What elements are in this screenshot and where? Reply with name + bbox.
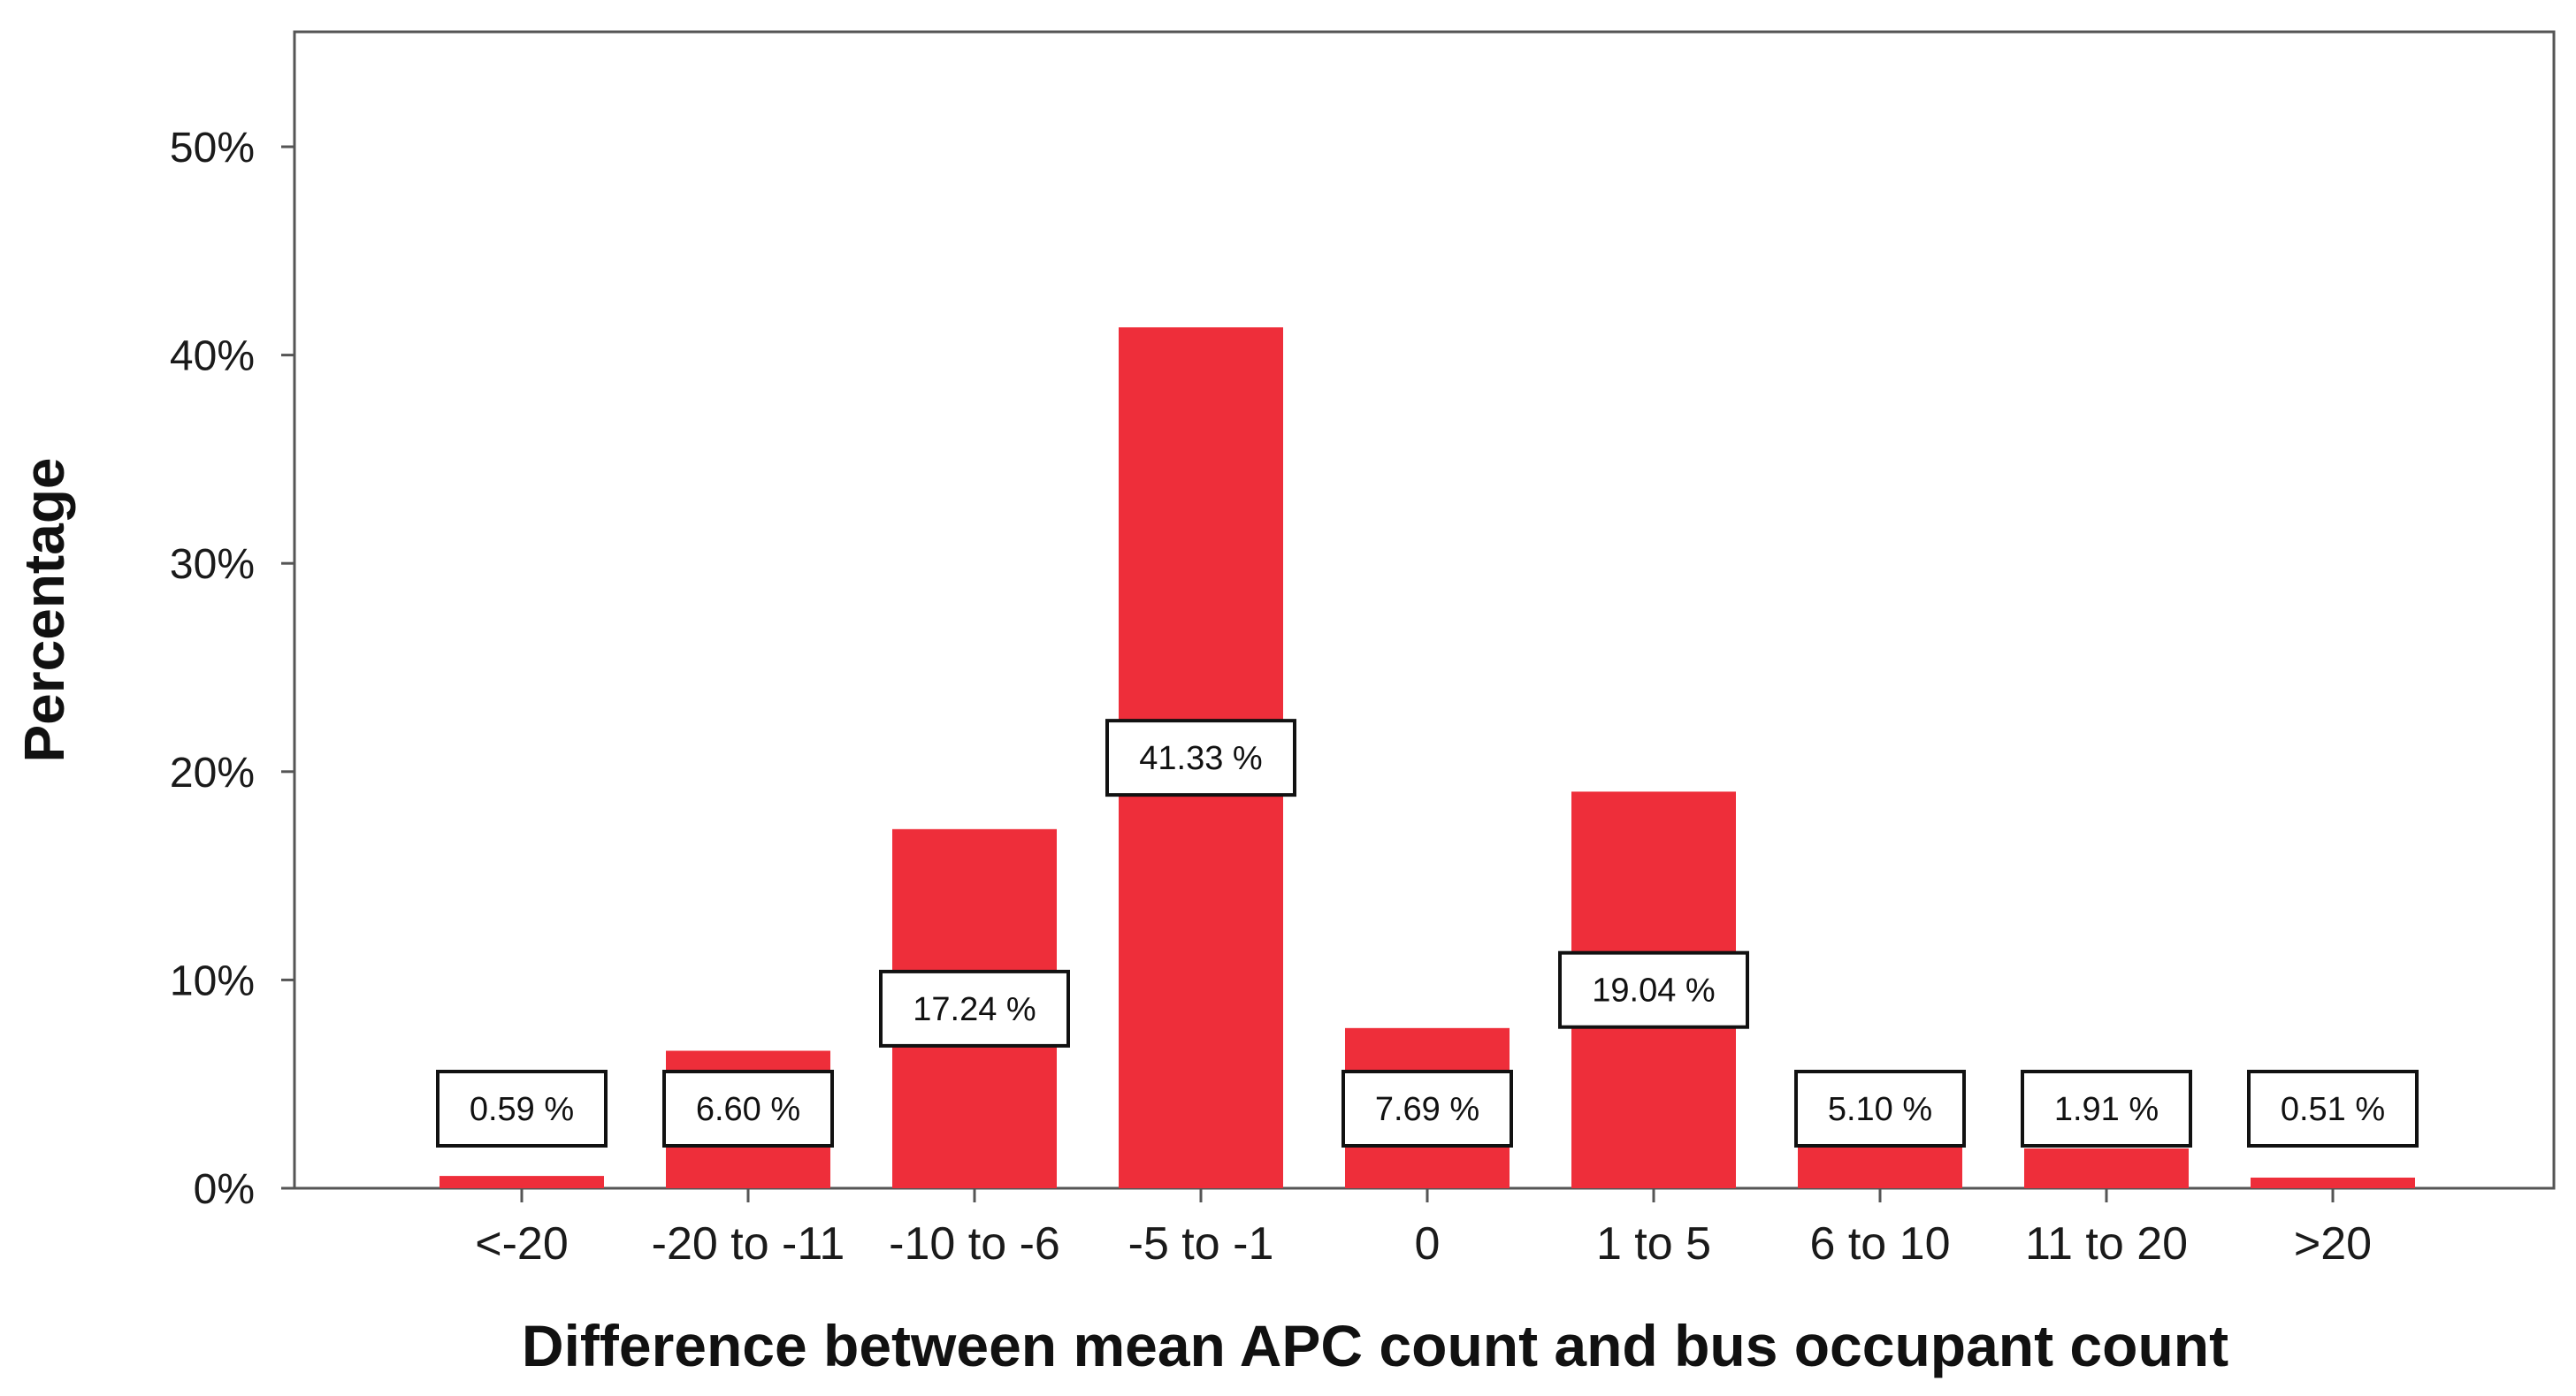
y-tick-label: 30% [170,541,255,588]
y-axis: 0% 10% 20% 30% 40% 50% [170,125,294,1213]
y-tick-label: 0% [194,1166,255,1213]
x-category-label: -10 to -6 [889,1218,1060,1270]
data-label: 41.33 % [1139,740,1262,777]
x-category-label: -20 to -11 [652,1218,845,1270]
data-label-box [662,1070,834,1148]
y-axis-title: Percentage [12,457,76,762]
data-labels: 0.59 % 6.60 % 17.24 % 41.33 % 7.69 % 19.04 % 5… [436,719,2419,1148]
data-label-box [1105,719,1296,797]
data-label: 6.60 % [696,1091,800,1128]
data-label: 0.59 % [470,1091,574,1128]
data-label-box [2021,1070,2192,1148]
y-tick-label: 20% [170,750,255,797]
x-category-label: -5 to -1 [1128,1218,1274,1270]
bar [2024,1148,2189,1188]
data-label-box [1342,1070,1513,1148]
data-label-box [1794,1070,1966,1148]
data-label-box [2247,1070,2419,1148]
x-category-label: 1 to 5 [1596,1218,1711,1270]
data-label-box [1558,950,1749,1029]
bar-series [440,327,2415,1188]
x-category-label: 6 to 10 [1809,1218,1950,1270]
data-label-box [436,1070,608,1148]
x-category-label: 11 to 20 [2025,1218,2188,1270]
x-axis: <-20 -20 to -11 -10 to -6 -5 to -1 0 1 to 5 6 … [475,1188,2372,1270]
y-tick-label: 10% [170,957,255,1004]
data-label: 19.04 % [1592,973,1715,1010]
bar [440,1176,604,1188]
bar [2251,1177,2415,1188]
x-category-label: 0 [1415,1218,1441,1270]
data-label: 7.69 % [1375,1091,1479,1128]
plot-area-frame [293,30,2556,1190]
data-label: 1.91 % [2054,1091,2159,1128]
data-label: 5.10 % [1828,1091,1932,1128]
data-label-box [879,969,1070,1048]
y-tick-label: 50% [170,125,255,172]
y-tick-label: 40% [170,333,255,380]
data-label: 0.51 % [2281,1091,2385,1128]
x-category-label: >20 [2294,1218,2372,1270]
data-label: 17.24 % [913,991,1036,1028]
x-axis-title: Difference between mean APC count and bu… [522,1313,2228,1378]
x-category-label: <-20 [475,1218,569,1270]
